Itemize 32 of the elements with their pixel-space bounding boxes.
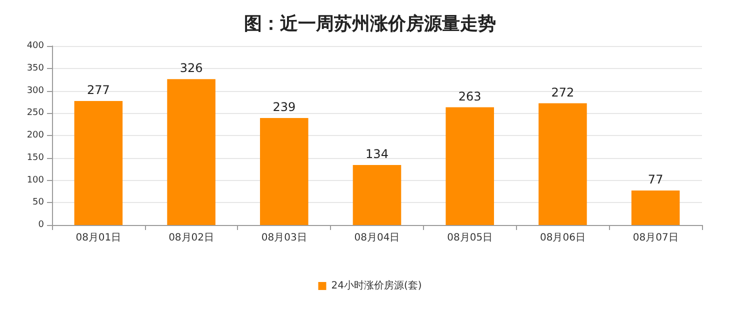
bar	[167, 79, 216, 225]
bar	[352, 165, 402, 225]
chart-title: 图：近一周苏州涨价房源量走势	[244, 14, 496, 34]
x-tick-label: 08月01日	[76, 232, 122, 244]
x-tick-label: 08月03日	[261, 232, 307, 244]
y-tick-label: 350	[26, 63, 44, 74]
y-tick-label: 250	[26, 108, 44, 118]
y-tick-label: 0	[38, 220, 44, 230]
y-tick-label: 150	[26, 152, 44, 163]
data-label: 77	[648, 172, 664, 187]
bar	[74, 101, 123, 225]
x-tick-label: 08月04日	[354, 232, 400, 244]
bar	[446, 107, 494, 225]
bar	[260, 118, 308, 225]
y-tick-label: 400	[26, 41, 44, 51]
x-tick-label: 08月02日	[168, 232, 214, 244]
data-label: 272	[551, 85, 574, 100]
y-tick-label: 300	[26, 86, 44, 96]
data-label: 277	[86, 83, 110, 98]
x-tick-label: 08月05日	[447, 232, 493, 244]
data-label: 134	[366, 147, 388, 162]
y-tick-label: 100	[26, 175, 44, 186]
y-tick-label: 200	[26, 130, 44, 140]
data-label: 239	[272, 100, 296, 114]
legend-label: 24小时涨价房源(套)	[331, 280, 422, 292]
x-tick-label: 08月06日	[540, 232, 586, 244]
y-tick-label: 50	[32, 198, 44, 208]
x-tick-label: 08月07日	[632, 232, 678, 244]
data-label: 263	[458, 89, 482, 104]
bar	[538, 103, 587, 225]
bar	[631, 190, 680, 225]
data-label: 326	[180, 61, 203, 76]
